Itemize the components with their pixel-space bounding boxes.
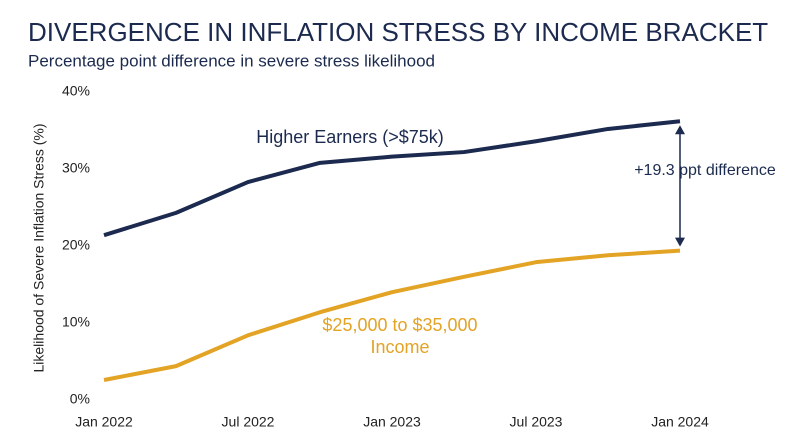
- x-tick-label: Jul 2023: [510, 414, 563, 430]
- annotation: +19.3 ppt difference: [634, 162, 776, 179]
- y-tick-label: 20%: [62, 237, 90, 253]
- series-label: Higher Earners (>$75k): [256, 127, 444, 147]
- series-line: [103, 248, 681, 382]
- y-tick-label: 30%: [62, 160, 90, 176]
- x-tick-label: Jan 2022: [75, 414, 133, 430]
- arrow-head: [675, 237, 685, 247]
- x-tick-label: Jan 2024: [651, 414, 709, 430]
- y-tick-label: 0%: [70, 391, 90, 407]
- x-tick-label: Jul 2022: [222, 414, 275, 430]
- chart-subtitle: Percentage point difference in severe st…: [28, 51, 435, 70]
- y-tick-label: 40%: [62, 83, 90, 99]
- chart-title: DIVERGENCE IN INFLATION STRESS BY INCOME…: [28, 17, 768, 47]
- y-axis-label: Likelihood of Severe Inflation Stress (%…: [31, 123, 47, 372]
- arrow-head: [675, 125, 685, 135]
- y-tick-label: 10%: [62, 314, 90, 330]
- series-label: $25,000 to $35,000 Income: [322, 315, 478, 357]
- x-tick-label: Jan 2023: [363, 414, 421, 430]
- series-line: [103, 119, 681, 238]
